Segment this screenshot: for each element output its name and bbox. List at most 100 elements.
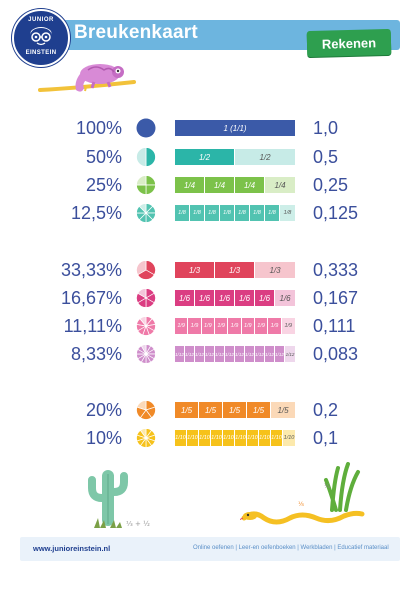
fraction-bar-segment: 1/2 — [235, 149, 295, 165]
fraction-pie-icon — [136, 203, 156, 223]
junior-einstein-logo[interactable]: JUNIOR EINSTEIN — [12, 9, 70, 67]
fraction-pie-icon — [136, 428, 156, 448]
fraction-bar-segment: 1/12 — [175, 346, 185, 362]
snake-icon: ⅛ ¼ — [240, 462, 365, 525]
logo-text-bottom: EINSTEIN — [25, 50, 57, 56]
decimal-label: 0,125 — [313, 203, 359, 223]
fraction-bar-segment: 1/8 — [220, 205, 235, 221]
fraction-bar-segment: 1/6 — [235, 290, 255, 306]
chameleon-icon — [38, 64, 136, 92]
fraction-bar-segment: 1/10 — [235, 430, 247, 446]
fraction-bar: 1/6 1/6 1/6 1/6 1/6 1/6 — [175, 290, 295, 306]
fraction-bar-segment: 1/8 — [205, 205, 220, 221]
fraction-bar-segment: 1/12 — [245, 346, 255, 362]
fraction-bar-segment: 1/6 — [195, 290, 215, 306]
percentage-label: 25% — [85, 175, 122, 195]
fraction-row: 25% 1/4 1/4 1/4 1/4 0,25 — [0, 174, 420, 196]
fraction-bar-segment: 1/10 — [283, 430, 295, 446]
fraction-row: 50% 1/2 1/2 0,5 — [0, 146, 420, 168]
page-title: Breukenkaart — [74, 22, 198, 43]
pie-slice — [138, 203, 147, 214]
decimal-label: 0,25 — [313, 175, 349, 195]
fraction-bar: 1/10 1/10 1/10 1/10 1/10 1/10 1/10 1/10 1/10 1/10 — [175, 430, 295, 446]
fraction-bar-segment: 1/9 — [188, 318, 202, 334]
fraction-bar-segment: 1/10 — [247, 430, 259, 446]
fraction-bar-segment: 1/6 — [175, 290, 195, 306]
decimal-label: 0,2 — [313, 400, 339, 420]
footer-bar: www.junioreinstein.nl Online oefenen | L… — [20, 537, 400, 561]
decimal-label: 0,333 — [313, 260, 359, 280]
fraction-bar-segment: 1/12 — [275, 346, 285, 362]
einstein-face-icon — [30, 27, 52, 46]
fraction-bar-segment: 1/9 — [175, 318, 189, 334]
percentage-label: 12,5% — [70, 203, 122, 223]
fraction-bar-segment: 1/9 — [254, 318, 269, 334]
footer-links[interactable]: Online oefenen | Leer-en oefenboeken | W… — [193, 545, 389, 551]
fraction-bar-segment: 1/10 — [259, 430, 271, 446]
fraction-row: 11,11% 1/9 1/9 1/9 1/9 1/9 1/9 1/9 1/9 1/9 0,111 — [0, 315, 420, 337]
pie-slice — [136, 400, 147, 411]
decimal-label: 0,1 — [313, 428, 339, 448]
fraction-bar-segment: 1/9 — [281, 318, 295, 334]
fraction-bar-segment: 1/4 — [235, 177, 265, 193]
subject-badge: Rekenen — [306, 28, 392, 58]
fraction-row: 20% 1/5 1/5 1/5 1/5 1/5 0,2 — [0, 399, 420, 421]
fraction-bar-segment: 1/12 — [185, 346, 195, 362]
svg-text:⅓ + ½: ⅓ + ½ — [126, 520, 150, 528]
fraction-row: 12,5% 1/8 1/8 1/8 1/8 1/8 1/8 1/8 1/8 0,125 — [0, 202, 420, 224]
fraction-pie-icon — [136, 260, 156, 280]
fraction-bar: 1/4 1/4 1/4 1/4 — [175, 177, 295, 193]
fraction-pie-icon — [136, 316, 156, 336]
fraction-bar: 1/8 1/8 1/8 1/8 1/8 1/8 1/8 1/8 — [175, 205, 295, 221]
fraction-bar-segment: 1/12 — [225, 346, 235, 362]
fraction-bar-segment: 1/8 — [250, 205, 265, 221]
fraction-bar-segment: 1/5 — [271, 402, 295, 418]
pie-slice — [145, 184, 156, 195]
pie-slice — [136, 147, 147, 167]
fraction-bar: 1/9 1/9 1/9 1/9 1/9 1/9 1/9 1/9 1/9 — [175, 318, 295, 334]
fraction-bar-segment: 1/4 — [205, 177, 235, 193]
pie-slice — [136, 118, 156, 138]
fraction-bar-segment: 1/12 — [235, 346, 245, 362]
fraction-bar-segment: 1/3 — [175, 262, 215, 278]
footer-site-link[interactable]: www.junioreinstein.nl — [33, 544, 111, 553]
percentage-label: 16,67% — [60, 288, 122, 308]
percentage-label: 33,33% — [60, 260, 122, 280]
fraction-pie-icon — [136, 344, 156, 364]
fraction-bar-segment: 1/6 — [275, 290, 295, 306]
fraction-bar-segment: 1/9 — [201, 318, 215, 334]
fraction-bar-segment: 1/9 — [241, 318, 255, 334]
fraction-bar-segment: 1/12 — [205, 346, 215, 362]
fraction-bar-segment: 1/5 — [199, 402, 223, 418]
pie-slice — [145, 175, 156, 186]
cactus-icon: ⅓ + ½ — [88, 470, 150, 528]
percentage-label: 10% — [85, 428, 122, 448]
fraction-row: 16,67% 1/6 1/6 1/6 1/6 1/6 1/6 0,167 — [0, 287, 420, 309]
fraction-bar-segment: 1/12 — [265, 346, 275, 362]
fraction-pie-icon — [136, 400, 156, 420]
fraction-bar: 1/2 1/2 — [175, 149, 295, 165]
svg-text:⅛: ⅛ — [298, 501, 304, 508]
fraction-row: 33,33% 1/3 1/3 1/3 0,333 — [0, 259, 420, 281]
fraction-bar-segment: 1/3 — [255, 262, 295, 278]
fraction-bar-segment: 1/5 — [247, 402, 271, 418]
fraction-bar: 1/5 1/5 1/5 1/5 1/5 — [175, 402, 295, 418]
fraction-bar-segment: 1/10 — [211, 430, 223, 446]
fraction-row: 10% 1/10 1/10 1/10 1/10 1/10 1/10 1/10 1/10 1/10 1… — [0, 427, 420, 449]
fraction-bar-segment: 1/5 — [223, 402, 247, 418]
fraction-bar-segment: 1/9 — [228, 318, 242, 334]
pie-slice — [139, 428, 147, 440]
fraction-bar-segment: 1/8 — [280, 205, 295, 221]
percentage-label: 50% — [85, 147, 122, 167]
logo-text-top: JUNIOR — [28, 17, 54, 23]
pie-slice — [139, 316, 147, 327]
fraction-bar-segment: 1/10 — [223, 430, 235, 446]
fraction-bar-segment: 1/8 — [175, 205, 190, 221]
percentage-label: 100% — [75, 118, 122, 138]
pie-slice — [137, 288, 147, 299]
fraction-row: 100% 1 (1/1) 1,0 — [0, 117, 420, 139]
fraction-bar-segment: 1/5 — [175, 402, 199, 418]
fraction-bar-segment: 1 (1/1) — [175, 120, 295, 136]
decimal-label: 0,083 — [313, 344, 359, 364]
fraction-bar: 1 (1/1) — [175, 120, 295, 136]
